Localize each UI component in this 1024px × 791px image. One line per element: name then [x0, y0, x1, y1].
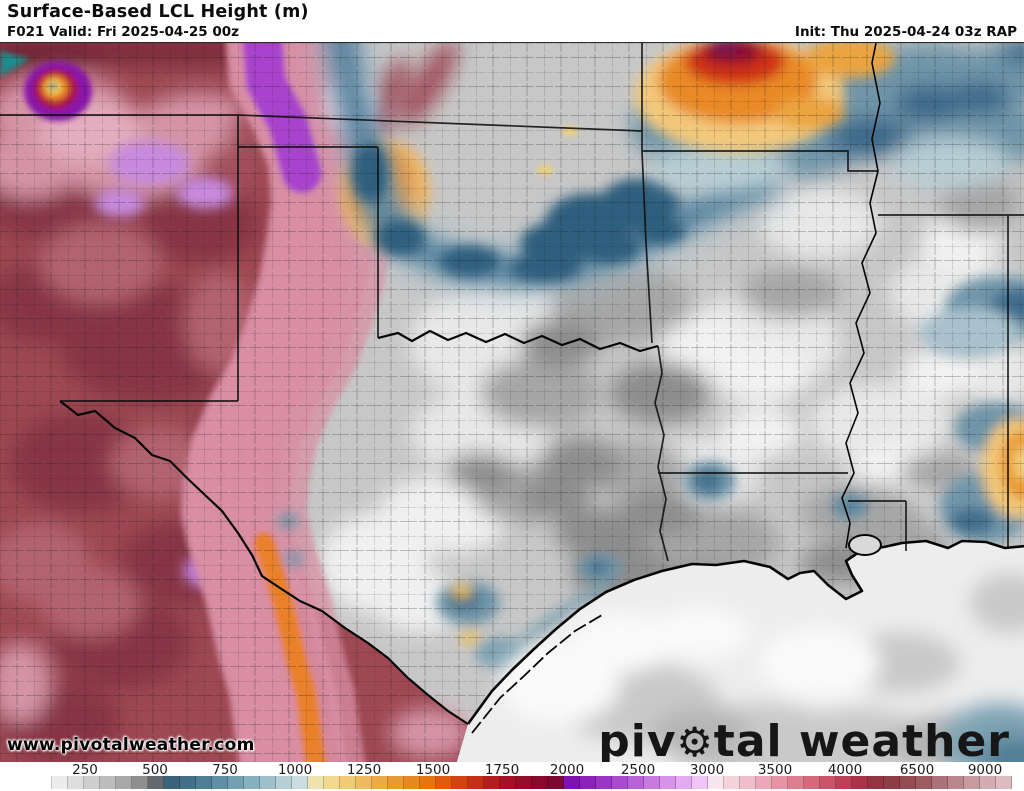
colorbar-segment: [772, 776, 788, 789]
map-canvas[interactable]: www.pivotalweather.com piv⚙tal weather: [0, 42, 1024, 767]
header: Surface-Based LCL Height (m) F021 Valid:…: [0, 0, 1024, 42]
colorbar-tick-2000: 2000: [549, 762, 585, 778]
colorbar-segment: [244, 776, 260, 789]
colorbar-segment: [260, 776, 276, 789]
colorbar-segment: [916, 776, 932, 789]
colorbar-segment: [388, 776, 404, 789]
colorbar-segment: [132, 776, 148, 789]
colorbar-segment: [660, 776, 676, 789]
colorbar-segment: [452, 776, 468, 789]
colorbar-segment: [548, 776, 564, 789]
gear-icon: ⚙: [676, 718, 714, 766]
colorbar-segment: [564, 776, 580, 789]
colorbar-segment: [308, 776, 324, 789]
colorbar-segment: [420, 776, 436, 789]
colorbar-segment: [596, 776, 612, 789]
colorbar-segment: [436, 776, 452, 789]
colorbar-segment: [500, 776, 516, 789]
colorbar-tick-250: 250: [72, 762, 98, 778]
coastline: [466, 534, 1024, 734]
colorbar-segment: [644, 776, 660, 789]
colorbar-segment: [980, 776, 996, 789]
colorbar-segment: [836, 776, 852, 789]
colorbar-tick-3000: 3000: [689, 762, 725, 778]
colorbar-segment: [180, 776, 196, 789]
forecast-valid-label: F021 Valid: Fri 2025-04-25 00z: [7, 24, 239, 40]
colorbar-segment: [964, 776, 980, 789]
colorbar-segment: [196, 776, 212, 789]
colorbar-segment: [468, 776, 484, 789]
colorbar-tick-1750: 1750: [484, 762, 520, 778]
colorbar-tick-9000: 9000: [967, 762, 1003, 778]
colorbar-tick-2500: 2500: [620, 762, 656, 778]
colorbar-tick-750: 750: [212, 762, 238, 778]
colorbar-segment: [84, 776, 100, 789]
rio-grande: [59, 400, 469, 725]
colorbar-segment: [372, 776, 388, 789]
colorbar-segment: [68, 776, 84, 789]
colorbar-segment: [852, 776, 868, 789]
colorbar-segment: [804, 776, 820, 789]
model-init-label: Init: Thu 2025-04-24 03z RAP: [794, 24, 1017, 40]
colorbar-segment: [116, 776, 132, 789]
colorbar-segment: [100, 776, 116, 789]
colorbar-tick-4000: 4000: [827, 762, 863, 778]
colorbar-segment: [996, 776, 1012, 789]
colorbar-segment: [948, 776, 964, 789]
colorbar-segment: [724, 776, 740, 789]
colorbar-tick-6500: 6500: [899, 762, 935, 778]
rivers: [59, 43, 881, 725]
colorbar-segment: [932, 776, 948, 789]
colorbar-segment: [676, 776, 692, 789]
mississippi-river: [841, 43, 881, 549]
colorbar-segment: [692, 776, 708, 789]
colorbar-segment: [516, 776, 532, 789]
colorbar-segment: [292, 776, 308, 789]
colorbar-segment: [164, 776, 180, 789]
colorbar-segment: [788, 776, 804, 789]
colorbar-segment: [868, 776, 884, 789]
colorbar-segment: [900, 776, 916, 789]
colorbar-segment: [324, 776, 340, 789]
page-title: Surface-Based LCL Height (m): [7, 2, 309, 22]
colorbar-tick-1000: 1000: [277, 762, 313, 778]
colorbar-segment: [532, 776, 548, 789]
colorbar-segment: [276, 776, 292, 789]
lcl-field-map: [0, 43, 1024, 763]
pivotal-weather-logo: piv⚙tal weather: [598, 716, 1010, 767]
colorbar-legend: 250 500 750 1000 1250 1500 1750 2000 2500 3000 350…: [0, 762, 1024, 791]
colorbar-segment: [708, 776, 724, 789]
colorbar-segment: [212, 776, 228, 789]
barrier-islands: [471, 614, 603, 734]
colorbar-segment: [820, 776, 836, 789]
colorbar-segment: [484, 776, 500, 789]
colorbar-segment: [36, 776, 52, 789]
state-borders: [0, 43, 1024, 562]
logo-text-post: tal weather: [713, 716, 1010, 767]
colorbar-segment: [148, 776, 164, 789]
colorbar-tick-1500: 1500: [415, 762, 451, 778]
colorbar-segment: [628, 776, 644, 789]
colorbar-segment: [740, 776, 756, 789]
colorbar-segment: [756, 776, 772, 789]
colorbar-segment: [52, 776, 68, 789]
colorbar-tick-3500: 3500: [757, 762, 793, 778]
logo-text-pre: piv: [598, 716, 677, 767]
colorbar-segment: [612, 776, 628, 789]
colorbar-segment: [580, 776, 596, 789]
colorbar-segment: [228, 776, 244, 789]
colorbar-tick-500: 500: [142, 762, 168, 778]
colorbar-segment: [340, 776, 356, 789]
gulf-of-mexico: [456, 541, 1024, 763]
lake-pontchartrain: [848, 534, 882, 556]
colorbar-segment: [404, 776, 420, 789]
colorbar-segment: [884, 776, 900, 789]
colorbar-segment: [356, 776, 372, 789]
colorbar-tick-1250: 1250: [346, 762, 382, 778]
watermark-url: www.pivotalweather.com: [7, 735, 255, 755]
red-river: [377, 329, 659, 353]
